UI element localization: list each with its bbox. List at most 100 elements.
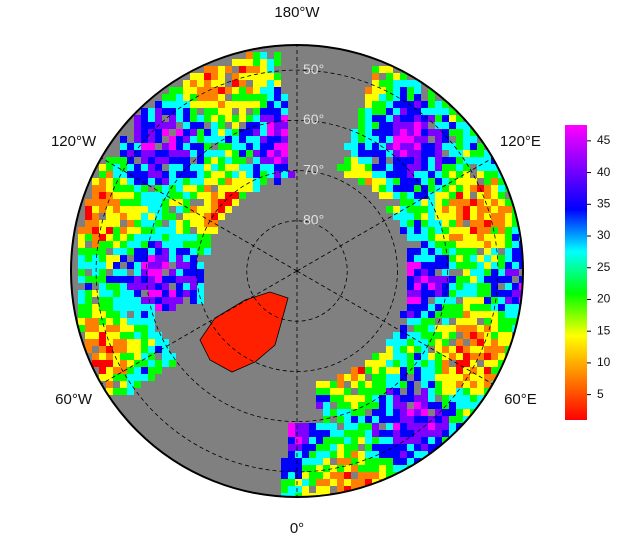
texture-cell — [407, 94, 414, 101]
texture-cell — [260, 171, 267, 178]
texture-cell — [106, 262, 113, 269]
texture-cell — [106, 185, 113, 192]
texture-cell — [449, 283, 456, 290]
texture-cell — [372, 115, 379, 122]
texture-cell — [414, 101, 421, 108]
texture-cell — [449, 122, 456, 129]
texture-cell — [421, 262, 428, 269]
texture-cell — [183, 262, 190, 269]
texture-cell — [379, 157, 386, 164]
texture-cell — [470, 353, 477, 360]
texture-cell — [323, 458, 330, 465]
texture-cell — [372, 451, 379, 458]
texture-cell — [169, 192, 176, 199]
texture-cell — [449, 290, 456, 297]
texture-cell — [435, 423, 442, 430]
texture-cell — [414, 255, 421, 262]
texture-cell — [99, 283, 106, 290]
texture-cell — [281, 157, 288, 164]
texture-cell — [260, 59, 267, 66]
texture-cell — [477, 262, 484, 269]
texture-cell — [106, 164, 113, 171]
texture-cell — [134, 241, 141, 248]
texture-cell — [463, 164, 470, 171]
texture-cell — [386, 451, 393, 458]
texture-cell — [246, 87, 253, 94]
texture-cell — [134, 248, 141, 255]
texture-cell — [113, 192, 120, 199]
texture-cell — [407, 115, 414, 122]
texture-cell — [85, 339, 92, 346]
colorbar-tick-label: 10 — [597, 355, 611, 369]
texture-cell — [393, 143, 400, 150]
texture-cell — [225, 101, 232, 108]
texture-cell — [99, 318, 106, 325]
texture-cell — [211, 213, 218, 220]
texture-cell — [484, 276, 491, 283]
texture-cell — [477, 381, 484, 388]
texture-cell — [113, 248, 120, 255]
texture-cell — [379, 437, 386, 444]
texture-cell — [267, 94, 274, 101]
texture-cell — [428, 227, 435, 234]
texture-cell — [421, 430, 428, 437]
texture-cell — [225, 66, 232, 73]
texture-cell — [169, 143, 176, 150]
texture-cell — [218, 164, 225, 171]
texture-cell — [407, 276, 414, 283]
texture-cell — [463, 395, 470, 402]
texture-cell — [428, 262, 435, 269]
texture-cell — [211, 150, 218, 157]
texture-cell — [99, 325, 106, 332]
texture-cell — [449, 416, 456, 423]
texture-cell — [92, 360, 99, 367]
texture-cell — [344, 416, 351, 423]
texture-cell — [127, 297, 134, 304]
texture-cell — [169, 304, 176, 311]
texture-cell — [239, 171, 246, 178]
texture-cell — [190, 192, 197, 199]
texture-cell — [323, 437, 330, 444]
texture-cell — [92, 290, 99, 297]
texture-cell — [484, 346, 491, 353]
texture-cell — [113, 227, 120, 234]
texture-cell — [316, 465, 323, 472]
texture-cell — [127, 185, 134, 192]
texture-cell — [197, 185, 204, 192]
texture-cell — [442, 101, 449, 108]
texture-cell — [141, 374, 148, 381]
texture-cell — [484, 255, 491, 262]
texture-cell — [442, 395, 449, 402]
texture-cell — [407, 444, 414, 451]
texture-cell — [442, 402, 449, 409]
texture-cell — [477, 150, 484, 157]
texture-cell — [386, 346, 393, 353]
texture-cell — [99, 192, 106, 199]
texture-cell — [85, 227, 92, 234]
texture-cell — [414, 150, 421, 157]
texture-cell — [477, 346, 484, 353]
texture-cell — [337, 409, 344, 416]
texture-cell — [435, 108, 442, 115]
texture-cell — [337, 164, 344, 171]
texture-cell — [127, 164, 134, 171]
texture-cell — [498, 325, 505, 332]
texture-cell — [99, 276, 106, 283]
texture-cell — [309, 444, 316, 451]
texture-cell — [337, 395, 344, 402]
texture-cell — [253, 87, 260, 94]
texture-cell — [351, 479, 358, 486]
texture-cell — [491, 325, 498, 332]
texture-cell — [218, 171, 225, 178]
texture-cell — [449, 255, 456, 262]
texture-cell — [372, 367, 379, 374]
texture-cell — [239, 129, 246, 136]
texture-cell — [386, 80, 393, 87]
texture-cell — [442, 143, 449, 150]
texture-cell — [442, 164, 449, 171]
texture-cell — [113, 241, 120, 248]
texture-cell — [330, 388, 337, 395]
texture-cell — [428, 269, 435, 276]
texture-cell — [386, 458, 393, 465]
texture-cell — [442, 409, 449, 416]
